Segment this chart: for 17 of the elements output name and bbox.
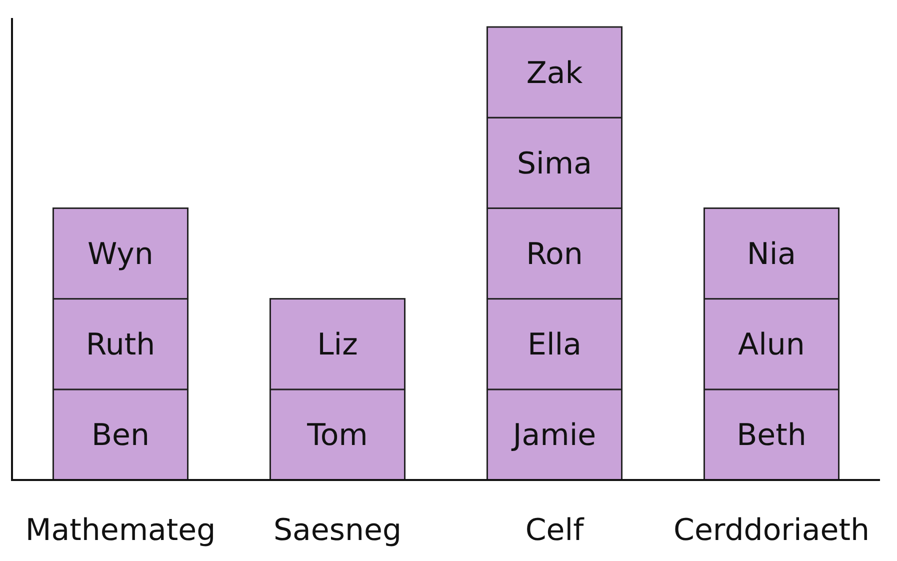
annotation: Sima [517,146,592,182]
annotation: Alun [738,328,805,363]
annotation: Liz [317,328,358,363]
annotation: Ruth [86,328,156,363]
annotation: Tom [306,418,368,454]
x-tick-label: Saesneg [273,513,402,548]
annotation: Ella [527,328,582,363]
annotation: Beth [736,418,806,454]
annotation: Zak [526,56,584,91]
annotation: Jamie [510,418,596,454]
annotation: Wyn [88,237,154,272]
x-tick-label: Celf [525,513,586,548]
annotation: Ben [91,418,150,454]
x-tick-label: Mathemateg [25,513,216,548]
x-tick-label: Cerddoriaeth [674,513,870,548]
annotation: Ron [526,237,583,272]
annotation: Nia [746,237,796,272]
